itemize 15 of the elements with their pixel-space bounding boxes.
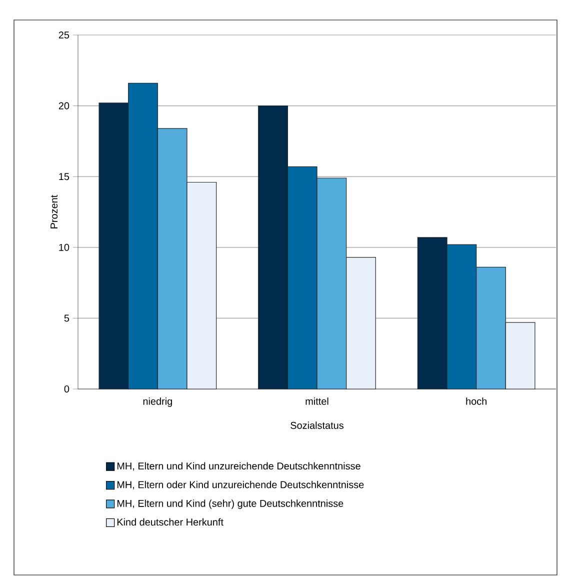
y-tick-label: 10 [59,244,70,251]
legend-label: MH, Eltern und Kind unzureichende Deutschkenntnisse [117,462,360,471]
x-tick-label: mittel [306,398,328,405]
y-axis-title: Prozent [50,194,58,228]
y-tick-label: 5 [64,314,70,322]
legend-label: Kind deutscher Herkunft [117,518,224,526]
x-tick-label: hoch [466,398,486,405]
y-tick-label: 15 [59,173,70,180]
y-tick-label: 20 [58,102,70,110]
y-tick-label: 0 [64,385,70,393]
legend-label: MH, Eltern und Kind (sehr) gute Deutschkenntnisse [117,500,344,509]
x-tick-label: niedrig [143,398,172,407]
y-tick-label: 25 [58,31,70,39]
legend-label: MH, Eltern oder Kind unzureichende Deutschkenntnisse [117,480,364,490]
x-axis-title: Sozialstatus [290,422,344,429]
